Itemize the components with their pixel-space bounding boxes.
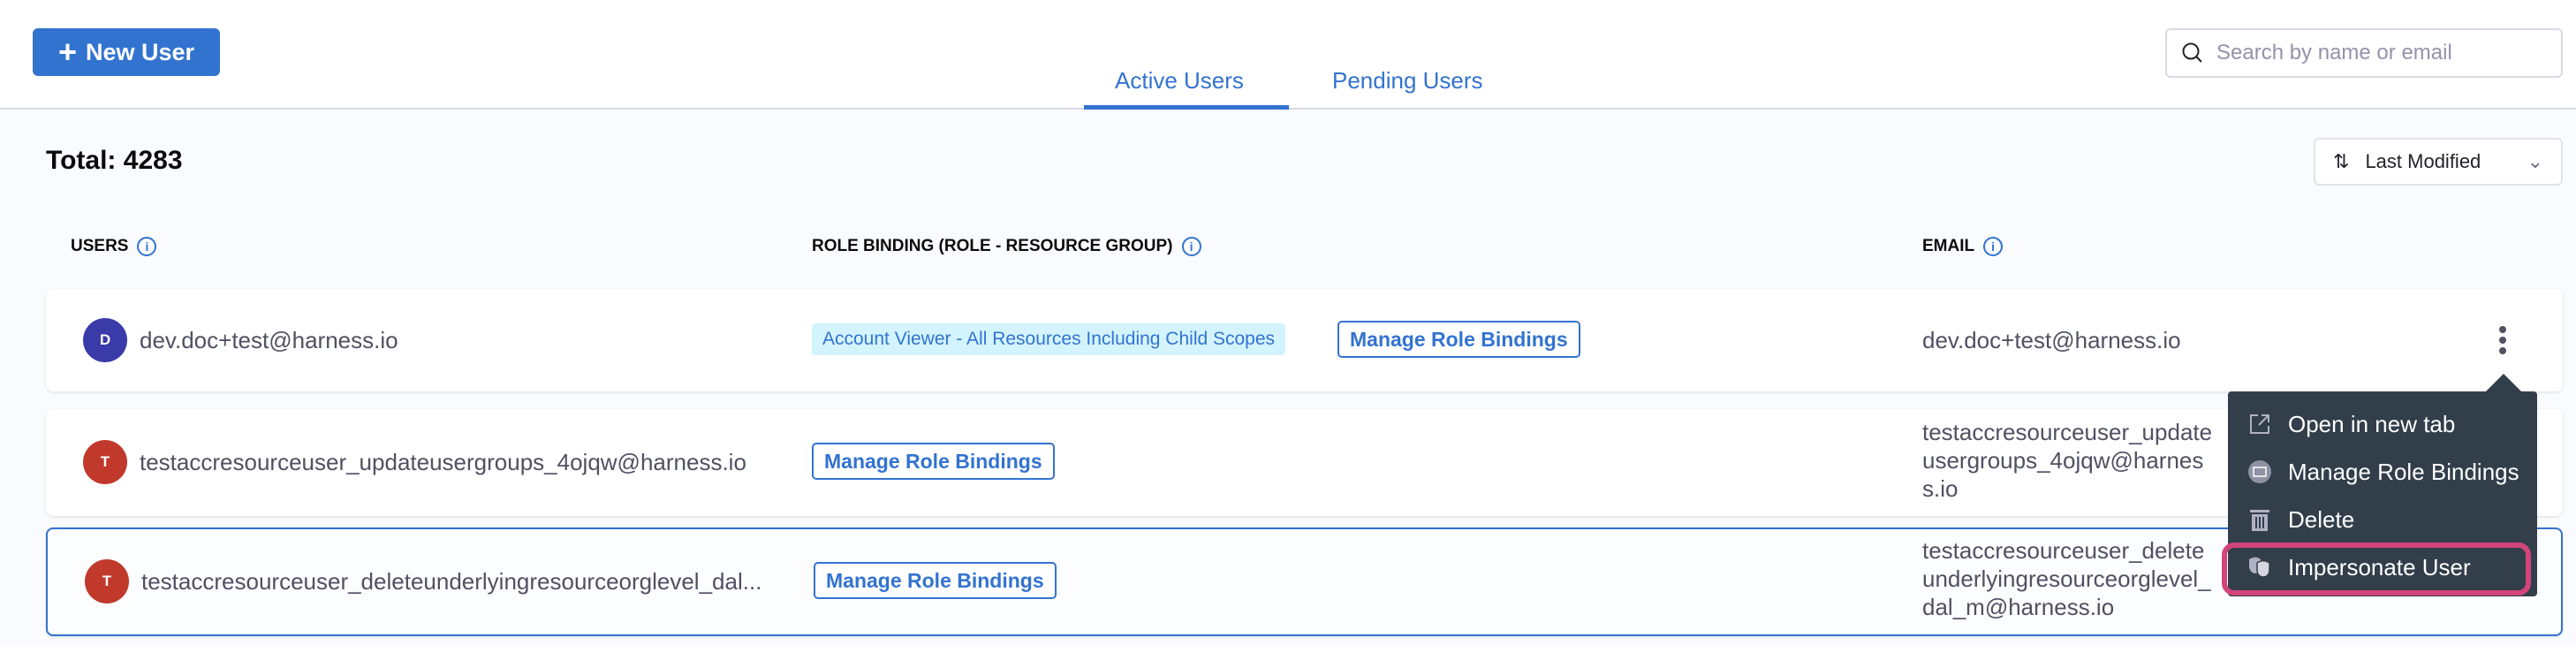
- table-row[interactable]: D dev.doc+test@harness.io Account Viewer…: [46, 289, 2563, 391]
- menu-item-open-new-tab[interactable]: Open in new tab: [2228, 400, 2537, 448]
- role-binding-icon: [2247, 459, 2272, 484]
- sort-dropdown[interactable]: ⇅ Last Modified ⌄: [2314, 138, 2563, 186]
- tab-pending-users[interactable]: Pending Users: [1332, 67, 1483, 94]
- menu-item-manage-role-bindings[interactable]: Manage Role Bindings: [2228, 448, 2537, 496]
- column-header-email[interactable]: EMAIL i: [1922, 237, 2004, 256]
- more-options-icon[interactable]: [2493, 322, 2512, 358]
- avatar: D: [83, 318, 127, 362]
- search-icon: [2182, 42, 2202, 63]
- info-icon[interactable]: i: [1983, 237, 2004, 256]
- menu-item-impersonate-user[interactable]: Impersonate User: [2228, 543, 2537, 591]
- table-row-selected[interactable]: T testaccresourceuser_deleteunderlyingre…: [46, 527, 2563, 636]
- plus-icon: +: [57, 34, 77, 70]
- manage-role-bindings-button[interactable]: Manage Role Bindings: [1337, 321, 1580, 358]
- search-box[interactable]: [2165, 28, 2563, 78]
- avatar: T: [85, 559, 129, 603]
- avatar: T: [83, 440, 127, 484]
- user-name: testaccresourceuser_updateusergroups_4oj…: [140, 449, 746, 475]
- manage-role-bindings-button[interactable]: Manage Role Bindings: [814, 562, 1057, 599]
- chevron-down-icon: ⌄: [2527, 150, 2543, 172]
- column-header-role-binding[interactable]: ROLE BINDING (ROLE - RESOURCE GROUP) i: [812, 237, 1201, 256]
- external-link-icon: [2247, 412, 2272, 436]
- search-input[interactable]: [2216, 41, 2543, 65]
- context-menu: Open in new tab Manage Role Bindings Del…: [2228, 391, 2537, 596]
- sort-icon: ⇅: [2333, 150, 2350, 172]
- table-row[interactable]: T testaccresourceuser_updateusergroups_4…: [46, 409, 2563, 516]
- column-header-users[interactable]: USERS i: [71, 237, 157, 256]
- menu-pointer: [2484, 374, 2523, 393]
- mask-icon: [2247, 555, 2272, 580]
- impersonate-highlight: [2222, 543, 2531, 596]
- user-name: dev.doc+test@harness.io: [140, 327, 398, 353]
- user-email: testaccresourceuser_updateusergroups_4oj…: [1922, 419, 2213, 502]
- user-name: testaccresourceuser_deleteunderlyingreso…: [141, 568, 762, 595]
- total-count: Total: 4283: [46, 146, 183, 175]
- menu-item-delete[interactable]: Delete: [2228, 496, 2537, 543]
- active-tab-indicator: [1084, 105, 1289, 110]
- trash-icon: [2247, 507, 2272, 532]
- info-icon[interactable]: i: [137, 237, 157, 256]
- info-icon[interactable]: i: [1181, 237, 1201, 256]
- user-email: testaccresourceuser_deleteunderlyingreso…: [1922, 537, 2211, 620]
- user-email: dev.doc+test@harness.io: [1922, 327, 2181, 353]
- manage-role-bindings-button[interactable]: Manage Role Bindings: [812, 443, 1055, 480]
- tab-active-users[interactable]: Active Users: [1115, 67, 1244, 94]
- role-binding-tag: Account Viewer - All Resources Including…: [812, 323, 1286, 355]
- new-user-button[interactable]: + New User: [33, 28, 220, 76]
